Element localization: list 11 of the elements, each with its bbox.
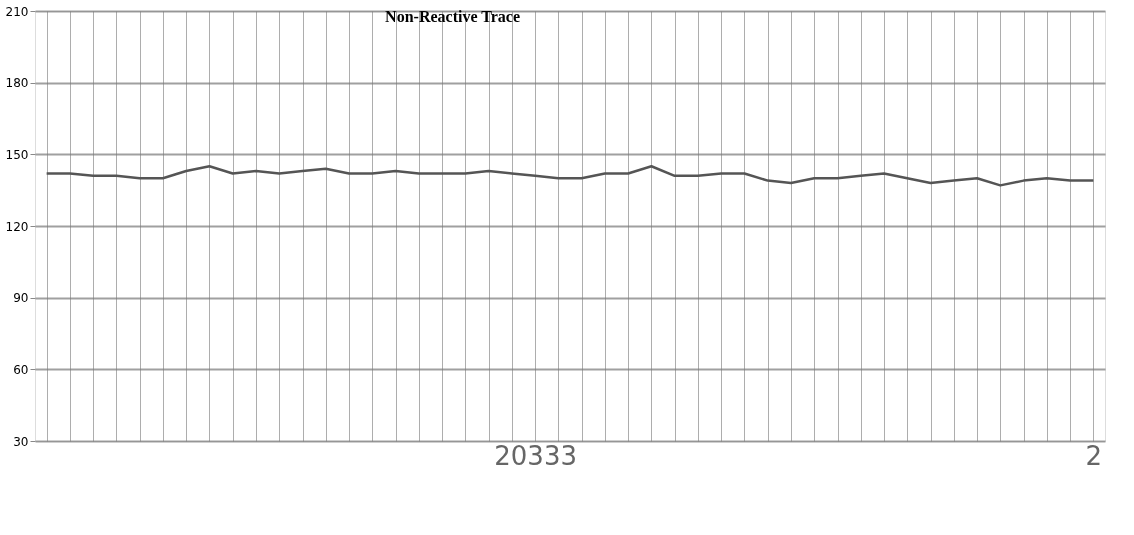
y-tick-label: 90: [13, 291, 29, 306]
chart-title: Non-Reactive Trace: [385, 8, 521, 25]
y-tick-label: 180: [5, 76, 29, 91]
y-tick-label: 210: [5, 4, 29, 19]
x-tick-label: 2: [1085, 440, 1103, 471]
y-tick-label: 30: [13, 434, 29, 449]
x-tick-label: 20333: [494, 440, 577, 471]
y-tick-label: 120: [5, 219, 29, 234]
y-tick-label: 150: [5, 147, 29, 162]
line-series: [45, 165, 1095, 187]
y-tick-label: 60: [13, 362, 29, 377]
